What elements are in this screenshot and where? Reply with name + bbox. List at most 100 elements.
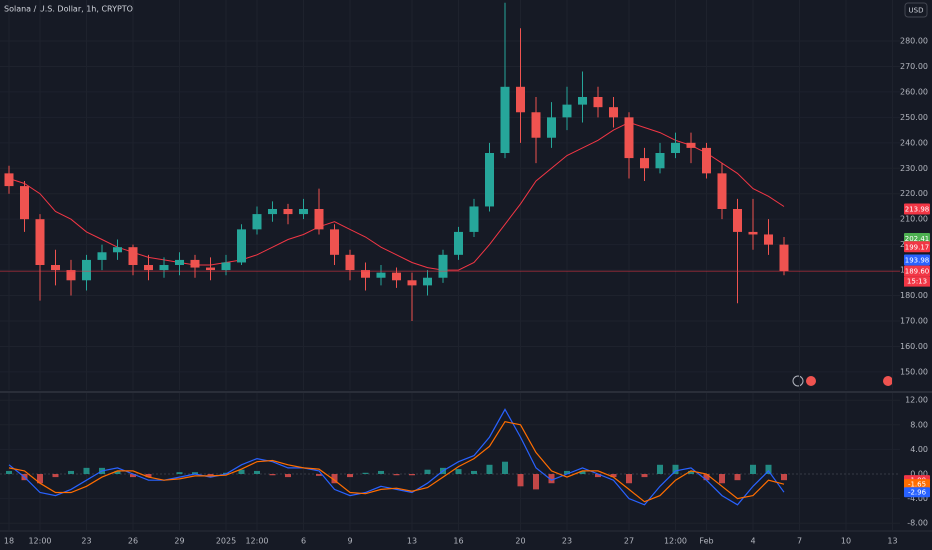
- macd-line: [8, 408, 785, 506]
- candle-body: [252, 214, 262, 230]
- event-icon[interactable]: [806, 376, 816, 386]
- x-tick-label: 29: [174, 537, 184, 546]
- countdown-box: [904, 276, 930, 287]
- x-tick-label: 12:00: [28, 537, 51, 546]
- y-tick-label: -8.00: [907, 519, 928, 528]
- histogram-bar: [269, 474, 276, 476]
- price-label: 199.17: [905, 243, 930, 251]
- event-icon[interactable]: [883, 376, 893, 386]
- candle-body: [345, 254, 355, 271]
- histogram-bar: [207, 474, 214, 476]
- candle-body: [283, 209, 293, 215]
- candle-body: [268, 209, 277, 215]
- chart-title: Solana / U.S. Dollar, 1h, CRYPTO: [4, 5, 133, 14]
- macd-line: [8, 421, 785, 503]
- candle-body: [655, 152, 665, 169]
- y-tick-label: -4.00: [907, 494, 928, 503]
- histogram-bar: [486, 464, 493, 475]
- candle-body: [531, 112, 541, 138]
- histogram-bar: [564, 470, 570, 475]
- candle-body: [609, 107, 618, 118]
- candle-body: [51, 265, 60, 271]
- histogram-bar: [657, 464, 663, 475]
- value-label: -1.65: [908, 481, 926, 489]
- candle-body: [547, 117, 556, 138]
- y-tick-label: 230.00: [900, 164, 928, 173]
- candle-body: [97, 252, 107, 260]
- price-label: 193.98: [905, 256, 930, 264]
- histogram-bar: [471, 470, 477, 475]
- candle-body: [624, 117, 634, 159]
- candle-body: [376, 272, 386, 278]
- y-tick-label: 150.00: [900, 367, 928, 376]
- histogram-bar: [114, 470, 121, 475]
- candle-body: [469, 206, 479, 232]
- histogram-bar: [52, 474, 59, 478]
- histogram-bar: [703, 474, 710, 481]
- y-tick-label: 4.00: [910, 445, 928, 454]
- candle-body: [144, 265, 153, 271]
- candle-body: [159, 265, 169, 271]
- moving-average: [8, 121, 785, 271]
- histogram-bar: [176, 472, 183, 475]
- histogram-bar: [409, 474, 415, 476]
- y-tick-label: 8.00: [910, 420, 928, 429]
- value-label-box: [904, 487, 930, 498]
- x-tick-label: 7: [797, 537, 802, 546]
- candle-body: [500, 86, 510, 153]
- candle-body: [361, 270, 370, 278]
- x-tick-label: 12:00: [245, 537, 268, 546]
- x-tick-label: 27: [624, 537, 634, 546]
- histogram-bar: [579, 470, 586, 475]
- currency-label[interactable]: USD: [909, 7, 924, 15]
- histogram-bar: [393, 474, 400, 476]
- histogram-bar: [734, 474, 741, 481]
- x-tick-label: Feb: [699, 537, 713, 546]
- candle-body: [314, 209, 324, 230]
- histogram-bar: [750, 464, 756, 475]
- histogram-bar: [595, 474, 601, 478]
- replay-icon[interactable]: [792, 375, 804, 387]
- histogram-bar: [238, 469, 245, 475]
- histogram-bar: [37, 474, 43, 484]
- histogram-bar: [424, 469, 431, 475]
- histogram-bar: [6, 470, 12, 475]
- candle-body: [175, 259, 184, 266]
- candle-body: [733, 209, 742, 232]
- x-tick-label: 2025: [216, 537, 236, 546]
- candle-body: [190, 259, 200, 268]
- candle-body: [4, 173, 14, 187]
- price-label-box: [904, 265, 930, 277]
- x-tick-label: 12:00: [664, 537, 687, 546]
- candle-body: [128, 247, 138, 266]
- candle-body: [20, 186, 29, 220]
- y-tick-label: 170.00: [900, 317, 928, 326]
- x-tick-label: 20: [515, 537, 525, 546]
- currency-button[interactable]: [904, 2, 928, 18]
- candle-body: [438, 254, 448, 278]
- x-tick-label: 16: [453, 537, 463, 546]
- value-label-box: [904, 479, 930, 490]
- y-tick-label: 210.00: [900, 215, 928, 224]
- histogram-bar: [502, 461, 508, 475]
- y-tick-label: 0.00: [910, 470, 928, 479]
- candle-body: [423, 277, 432, 286]
- x-tick-label: 18: [4, 537, 14, 546]
- histogram-bar: [688, 470, 694, 475]
- y-tick-label: 250.00: [900, 113, 928, 122]
- candle-body: [206, 267, 215, 271]
- price-label-box: [904, 241, 930, 253]
- y-tick-label: 12.00: [905, 396, 928, 405]
- price-label-box: [904, 203, 930, 215]
- price-label-box: [904, 254, 930, 266]
- candle-body: [454, 231, 463, 255]
- candle-body: [748, 231, 758, 235]
- x-tick-label: 6: [301, 537, 306, 546]
- candle-body: [717, 173, 727, 210]
- x-tick-label: 4: [750, 537, 755, 546]
- y-tick-label: 280.00: [900, 36, 928, 45]
- histogram-bar: [68, 470, 74, 475]
